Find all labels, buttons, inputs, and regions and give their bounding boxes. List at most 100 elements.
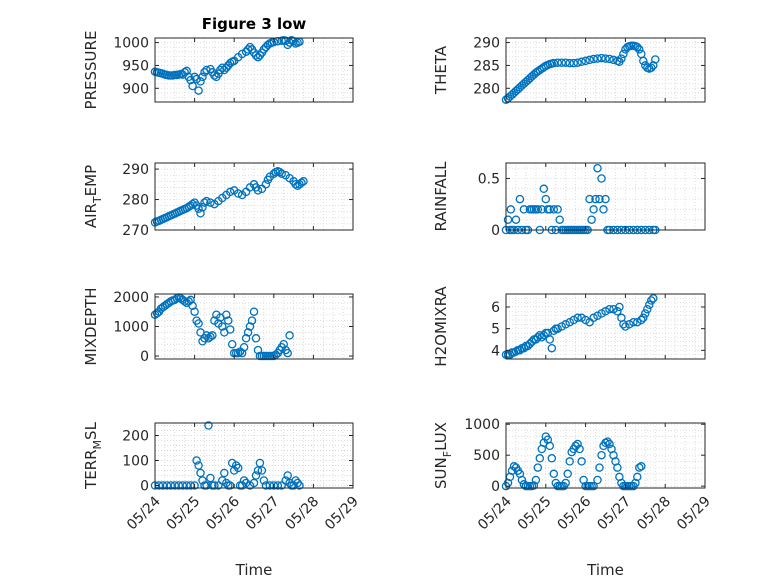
y-tick-label: 290 <box>473 36 500 52</box>
data-point <box>511 215 521 224</box>
data-point <box>629 317 638 327</box>
data-point <box>194 204 203 213</box>
x-tick-label: 05/28 <box>634 494 674 534</box>
y-tick-label: 290 <box>122 162 149 178</box>
x-tick-label: 05/24 <box>124 493 164 533</box>
data-point <box>239 342 249 352</box>
data-point <box>529 481 539 490</box>
data-point <box>545 335 555 344</box>
data-point <box>651 55 660 64</box>
x-axis-label: Time <box>235 561 273 579</box>
data-point <box>613 463 622 472</box>
data-point <box>639 313 648 323</box>
data-point <box>237 348 247 358</box>
data-point <box>595 463 604 472</box>
subplot-air_temp: 270 280 290 AIRTEMP <box>82 162 354 239</box>
data-point <box>519 205 529 214</box>
data-point <box>291 180 300 189</box>
y-tick-label: 0 <box>491 479 500 495</box>
x-tick-label: 05/29 <box>322 494 362 534</box>
data-point <box>299 177 308 186</box>
series-markers <box>150 166 308 227</box>
data-point <box>547 454 557 463</box>
data-point <box>561 58 570 67</box>
data-point <box>539 184 549 194</box>
data-point <box>647 296 656 305</box>
data-point <box>210 71 219 80</box>
grid <box>155 163 353 230</box>
data-point <box>643 304 652 314</box>
data-point <box>206 198 215 207</box>
data-point <box>573 439 582 449</box>
y-tick-label: 900 <box>122 81 149 97</box>
data-point <box>545 441 555 451</box>
data-point <box>285 38 294 47</box>
data-point <box>243 328 253 337</box>
data-point <box>591 194 600 204</box>
data-point <box>253 345 263 355</box>
data-point <box>605 439 614 449</box>
data-point <box>577 57 586 67</box>
data-point <box>241 334 251 343</box>
data-point <box>224 316 233 325</box>
data-point <box>555 215 564 224</box>
data-point <box>210 481 219 490</box>
y-tick-label: 100 <box>122 454 149 470</box>
data-point <box>517 475 527 485</box>
data-point <box>587 215 596 224</box>
data-point <box>200 198 209 207</box>
grid <box>506 38 705 102</box>
y-tick-label: 6 <box>491 300 500 316</box>
axes-box <box>154 422 354 489</box>
data-point <box>283 348 292 358</box>
data-point <box>194 461 203 470</box>
data-point <box>601 194 610 204</box>
data-point <box>227 339 237 349</box>
data-point <box>253 186 263 195</box>
data-point <box>251 334 261 343</box>
data-point <box>186 295 195 305</box>
data-point <box>639 56 648 66</box>
y-tick-label: 0 <box>140 479 149 495</box>
data-point <box>599 205 608 214</box>
data-point <box>589 205 598 214</box>
y-axis-label: TERRMSL <box>82 421 104 490</box>
data-point <box>557 58 566 67</box>
data-point <box>641 309 650 318</box>
y-axis-label: RAINFALL <box>432 161 450 232</box>
data-point <box>637 462 646 471</box>
data-point <box>601 54 610 63</box>
data-point <box>261 481 271 490</box>
data-point <box>549 58 559 68</box>
y-axis-label: PRESSURE <box>82 31 100 110</box>
subplot-mixdepth: 0 1000 2000 MIXDEPTH <box>82 287 354 366</box>
x-tick-label: 05/26 <box>203 493 243 533</box>
data-point <box>553 58 562 67</box>
data-point <box>174 481 184 490</box>
data-point <box>545 205 555 214</box>
subplot-rainfall: 0 0.5 RAINFALL <box>432 161 706 239</box>
data-point <box>283 471 292 480</box>
data-point <box>206 332 215 342</box>
data-point <box>247 316 257 325</box>
data-point <box>537 205 547 214</box>
data-point <box>635 45 644 54</box>
data-point <box>553 205 562 214</box>
data-point <box>547 343 557 353</box>
y-tick-label: 270 <box>122 223 149 239</box>
data-point <box>503 215 513 224</box>
y-tick-label: 200 <box>122 429 149 445</box>
data-point <box>605 304 614 314</box>
data-point <box>597 53 606 63</box>
data-point <box>158 481 168 490</box>
series-markers <box>150 36 304 95</box>
data-point <box>257 466 267 475</box>
data-point <box>277 169 286 178</box>
y-axis-label: MIXDEPTH <box>82 287 100 365</box>
x-tick-label: 05/27 <box>243 494 283 534</box>
subplot-terr_msl: 0 100 200 05/24 05/25 05/26 05/27 05/28 05/29 Tim… <box>82 421 362 579</box>
data-point <box>204 421 213 430</box>
data-point <box>581 56 590 66</box>
data-point <box>515 346 525 355</box>
data-point <box>279 339 288 349</box>
